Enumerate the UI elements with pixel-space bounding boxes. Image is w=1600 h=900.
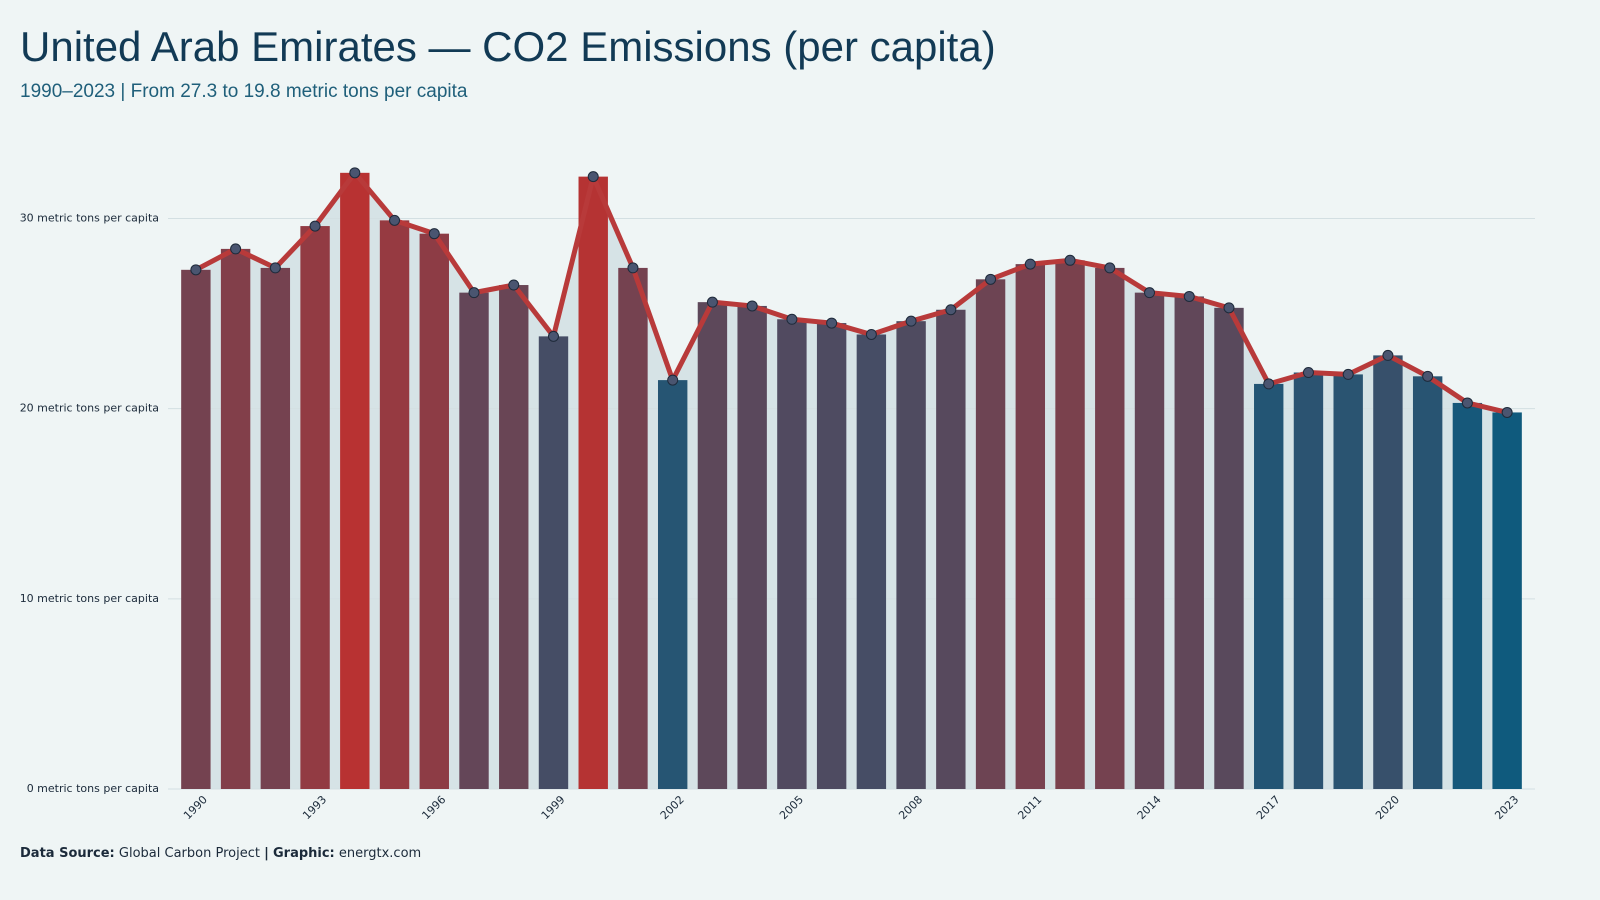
marker [1501, 406, 1513, 418]
marker [428, 228, 440, 240]
bar [1333, 374, 1363, 789]
marker [865, 328, 877, 340]
bar [1492, 412, 1522, 789]
separator: | [264, 846, 269, 861]
marker [1382, 349, 1394, 361]
bar [578, 176, 608, 789]
bar [816, 323, 847, 789]
marker [746, 300, 758, 312]
marker [945, 304, 957, 316]
marker [587, 171, 599, 183]
marker [1144, 287, 1156, 299]
bar [1373, 355, 1403, 789]
bar [1254, 383, 1284, 789]
bar [737, 305, 767, 789]
marker [786, 313, 798, 325]
marker [1342, 368, 1354, 380]
marker [190, 264, 202, 276]
marker [826, 317, 838, 329]
bar [975, 279, 1006, 789]
bar [936, 309, 966, 789]
marker [706, 296, 718, 308]
marker [1422, 370, 1434, 382]
bar [300, 226, 330, 790]
bar [777, 319, 807, 789]
marker [1461, 397, 1473, 409]
marker [1064, 254, 1076, 266]
y-tick-label: 0 metric tons per capita [27, 782, 159, 795]
bar [1095, 267, 1125, 789]
y-tick-label: 20 metric tons per capita [20, 402, 159, 415]
bar [379, 220, 410, 789]
bar [499, 285, 529, 789]
bar [419, 233, 449, 789]
bar [1055, 260, 1085, 789]
chart-subtitle: 1990–2023 | From 27.3 to 19.8 metric ton… [20, 81, 468, 102]
bar [618, 267, 648, 789]
marker [508, 279, 520, 291]
marker [230, 243, 242, 255]
marker [667, 374, 679, 386]
chart-title: United Arab Emirates — CO2 Emissions (pe… [20, 23, 996, 70]
bar [340, 172, 370, 790]
marker [1263, 378, 1275, 390]
bar [538, 336, 569, 789]
y-tick-label: 10 metric tons per capita [20, 592, 159, 605]
marker [1223, 302, 1235, 314]
bar [1412, 376, 1443, 789]
bar [1214, 307, 1244, 789]
bar [1174, 296, 1204, 789]
marker [468, 287, 480, 299]
bar [896, 321, 926, 789]
bar [1134, 292, 1165, 789]
bar [1015, 264, 1046, 789]
source-label: Data Source: [20, 846, 115, 861]
bar [697, 302, 728, 789]
bar [459, 292, 489, 789]
bar [1293, 372, 1324, 789]
credit-label: Graphic: [273, 846, 335, 861]
marker [547, 330, 559, 342]
bar [1452, 402, 1483, 789]
marker [1302, 367, 1314, 379]
y-tick-label: 30 metric tons per capita [20, 211, 159, 224]
line [194, 170, 1508, 415]
bar [181, 269, 211, 789]
bar [856, 334, 887, 789]
marker [985, 273, 997, 285]
credit: energtx.com [339, 846, 421, 861]
marker [1024, 258, 1036, 270]
bar [657, 380, 688, 789]
plot: 0 metric tons per capita 10 metric tons p… [20, 167, 1535, 822]
source: Global Carbon Project [119, 846, 260, 861]
bar [220, 248, 251, 790]
footer: Data Source: Global Carbon Project | Gra… [20, 846, 421, 861]
marker [1104, 262, 1116, 274]
bar [260, 267, 291, 789]
marker [269, 262, 281, 274]
marker [349, 167, 361, 179]
marker [389, 214, 401, 226]
marker [905, 315, 917, 327]
marker [627, 262, 639, 274]
marker [1183, 290, 1195, 302]
marker [309, 220, 321, 232]
